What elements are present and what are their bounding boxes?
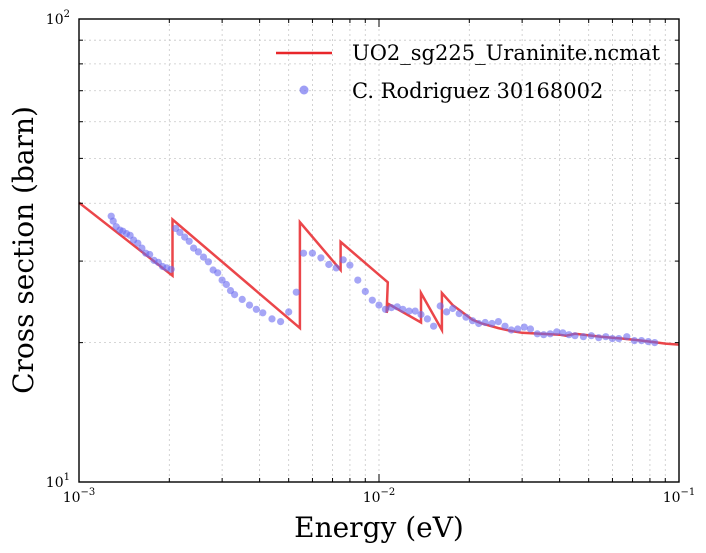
data-point bbox=[637, 337, 646, 345]
y-tick-label: 101 bbox=[46, 472, 70, 491]
data-point bbox=[199, 253, 208, 261]
data-point bbox=[526, 325, 535, 333]
data-point bbox=[540, 331, 548, 339]
data-point bbox=[571, 332, 579, 340]
data-point bbox=[346, 261, 354, 269]
data-point bbox=[299, 249, 308, 257]
data-point bbox=[455, 310, 463, 318]
data-point bbox=[146, 250, 154, 259]
data-point bbox=[185, 237, 193, 245]
data-point bbox=[317, 254, 325, 262]
data-point bbox=[436, 302, 444, 310]
data-point bbox=[559, 329, 567, 337]
data-point bbox=[520, 323, 528, 331]
data-point bbox=[608, 335, 617, 343]
data-point bbox=[507, 326, 515, 334]
data-point bbox=[644, 338, 652, 346]
axis-ticks: 10−3 10−2 10−1 101 102 bbox=[46, 9, 695, 506]
data-point bbox=[204, 258, 212, 266]
y-axis-label: Cross section (barn) bbox=[7, 106, 40, 394]
x-tick-label: 10−1 bbox=[663, 487, 696, 506]
data-point bbox=[375, 301, 383, 309]
data-point bbox=[501, 322, 509, 330]
y-tick-label: 102 bbox=[46, 9, 70, 28]
data-point bbox=[190, 244, 198, 252]
data-point bbox=[481, 318, 489, 327]
data-point bbox=[354, 276, 362, 284]
legend-entry-points: C. Rodriguez 30168002 bbox=[352, 79, 603, 103]
data-point bbox=[361, 287, 369, 295]
data-point bbox=[109, 217, 117, 225]
data-point bbox=[368, 296, 376, 304]
data-point bbox=[325, 260, 333, 269]
data-point bbox=[167, 265, 175, 273]
data-point bbox=[308, 249, 316, 257]
data-point bbox=[194, 248, 202, 256]
legend: UO2_sg225_Uraninite.ncmat C. Rodriguez 3… bbox=[276, 41, 661, 103]
data-point bbox=[546, 330, 554, 338]
data-point bbox=[238, 295, 246, 303]
data-point bbox=[449, 304, 457, 313]
data-point bbox=[462, 313, 470, 321]
data-point bbox=[553, 328, 561, 336]
data-point bbox=[277, 318, 285, 326]
data-point bbox=[339, 256, 347, 264]
data-point bbox=[285, 308, 293, 316]
data-point bbox=[533, 330, 541, 338]
data-point bbox=[231, 291, 239, 299]
data-point bbox=[268, 315, 276, 323]
series-line-layer bbox=[78, 201, 680, 346]
x-tick-label: 10−2 bbox=[363, 487, 396, 506]
legend-point-swatch bbox=[299, 85, 309, 95]
data-point bbox=[181, 233, 189, 241]
data-point bbox=[587, 332, 595, 340]
x-axis-label: Energy (eV) bbox=[294, 511, 464, 544]
data-point bbox=[138, 244, 146, 252]
data-point bbox=[245, 301, 254, 309]
data-point bbox=[176, 228, 184, 236]
data-point bbox=[218, 276, 226, 284]
data-point bbox=[651, 339, 659, 347]
data-point bbox=[399, 305, 407, 313]
data-point bbox=[488, 319, 496, 328]
data-point bbox=[623, 333, 631, 341]
data-point bbox=[468, 317, 477, 325]
data-point bbox=[381, 305, 389, 313]
data-point bbox=[134, 239, 142, 247]
x-tick-label: 10−3 bbox=[63, 487, 96, 506]
data-point bbox=[222, 280, 230, 289]
data-point bbox=[630, 337, 639, 345]
legend-entry-line: UO2_sg225_Uraninite.ncmat bbox=[352, 41, 661, 65]
data-point bbox=[259, 309, 267, 317]
data-point bbox=[595, 334, 603, 342]
data-point bbox=[387, 304, 395, 312]
data-point bbox=[602, 333, 610, 341]
data-point bbox=[514, 325, 522, 333]
data-point bbox=[494, 318, 502, 326]
data-point bbox=[411, 307, 419, 315]
data-point bbox=[405, 307, 413, 315]
data-point bbox=[214, 269, 222, 277]
series-points-layer bbox=[107, 212, 659, 347]
data-point bbox=[332, 264, 340, 272]
data-point bbox=[443, 308, 451, 316]
data-point bbox=[393, 303, 401, 311]
data-point bbox=[475, 319, 483, 328]
data-point bbox=[252, 305, 260, 313]
data-point bbox=[430, 322, 438, 330]
grid bbox=[79, 19, 679, 482]
data-point bbox=[417, 310, 425, 319]
data-point bbox=[579, 333, 588, 341]
data-point bbox=[615, 335, 623, 343]
data-point bbox=[292, 288, 300, 296]
data-point bbox=[423, 315, 431, 323]
data-point bbox=[565, 331, 573, 339]
series-line-ncmat bbox=[78, 201, 680, 346]
